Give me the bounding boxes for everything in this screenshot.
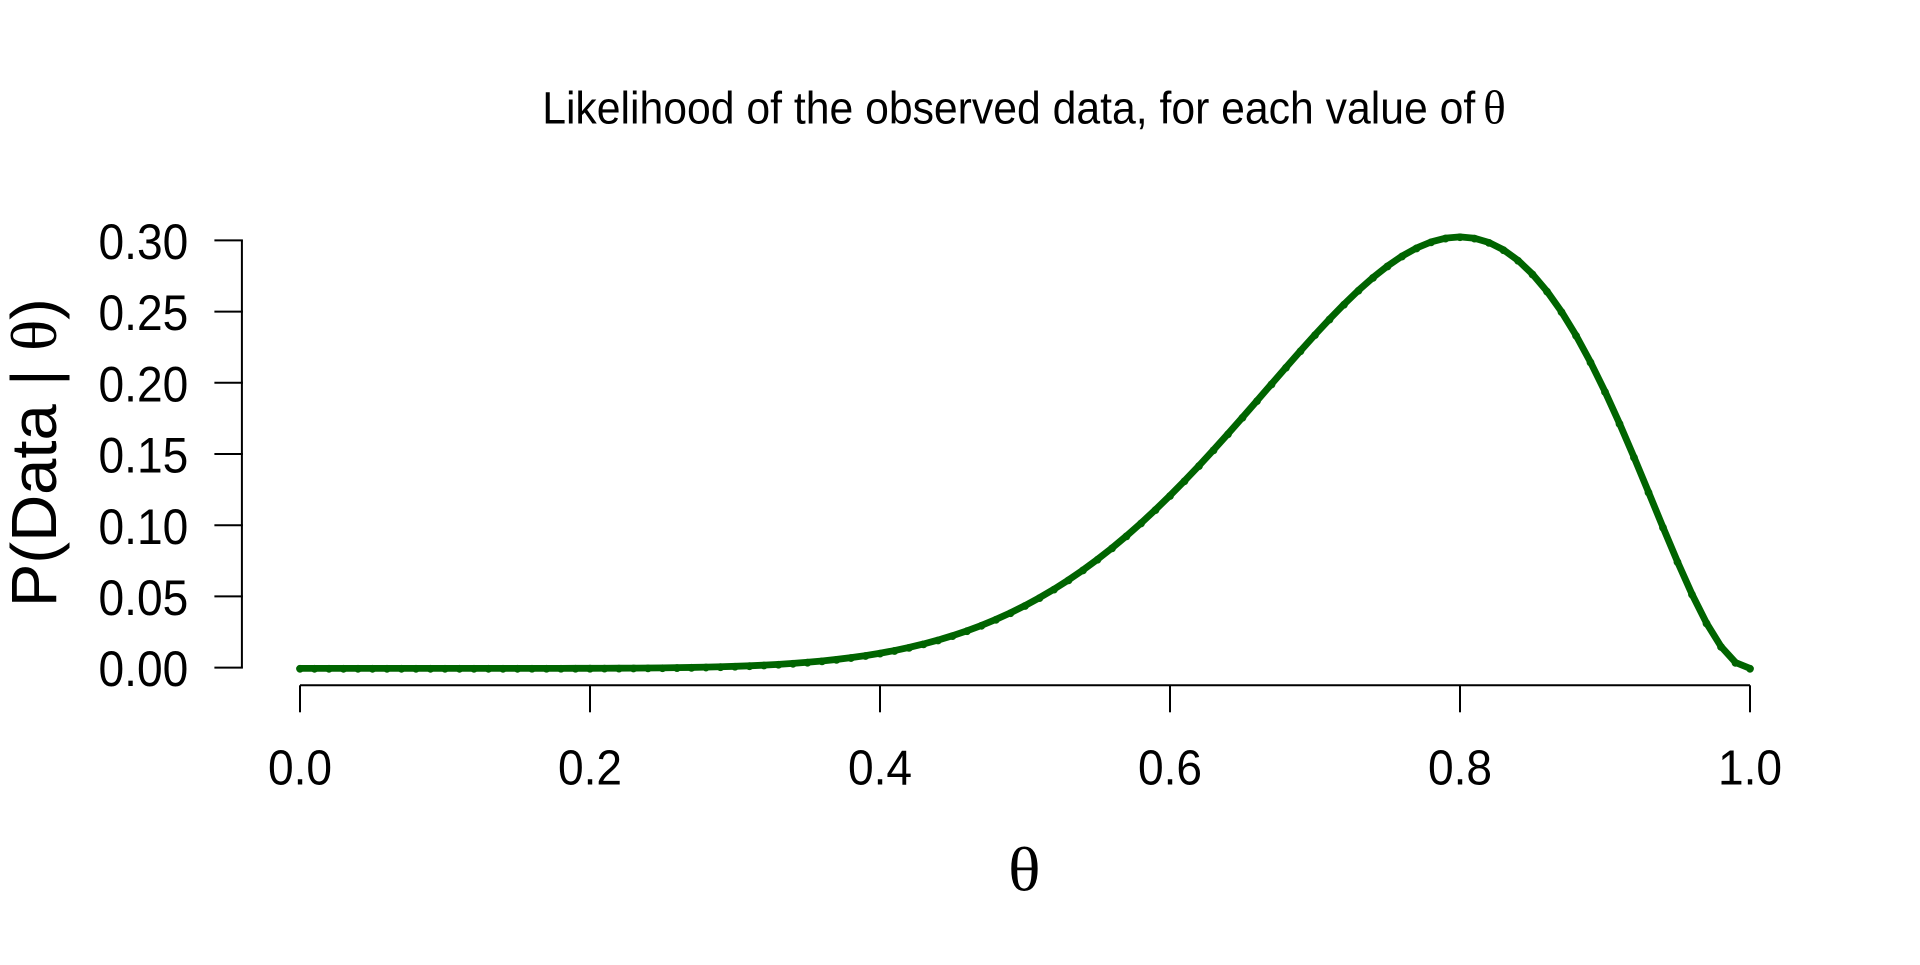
svg-text:0.05: 0.05 (99, 570, 189, 626)
svg-text:0.00: 0.00 (99, 641, 189, 697)
svg-text:θ: θ (1008, 837, 1040, 905)
svg-text:0.0: 0.0 (268, 741, 332, 795)
svg-text:1.0: 1.0 (1718, 741, 1782, 795)
svg-text:0.4: 0.4 (848, 741, 912, 795)
svg-text:0.6: 0.6 (1138, 741, 1202, 795)
svg-text:P(Data | θ): P(Data | θ) (0, 298, 70, 607)
svg-text:Likelihood of the observed dat: Likelihood of the observed data, for eac… (542, 83, 1475, 134)
svg-text:0.25: 0.25 (99, 285, 189, 341)
svg-text:0.10: 0.10 (99, 499, 189, 555)
svg-text:0.15: 0.15 (99, 428, 189, 484)
svg-text:0.20: 0.20 (99, 356, 189, 412)
svg-text:0.8: 0.8 (1428, 741, 1492, 795)
svg-text:θ: θ (1483, 83, 1506, 135)
svg-text:0.30: 0.30 (99, 214, 189, 270)
svg-text:0.2: 0.2 (558, 741, 622, 795)
